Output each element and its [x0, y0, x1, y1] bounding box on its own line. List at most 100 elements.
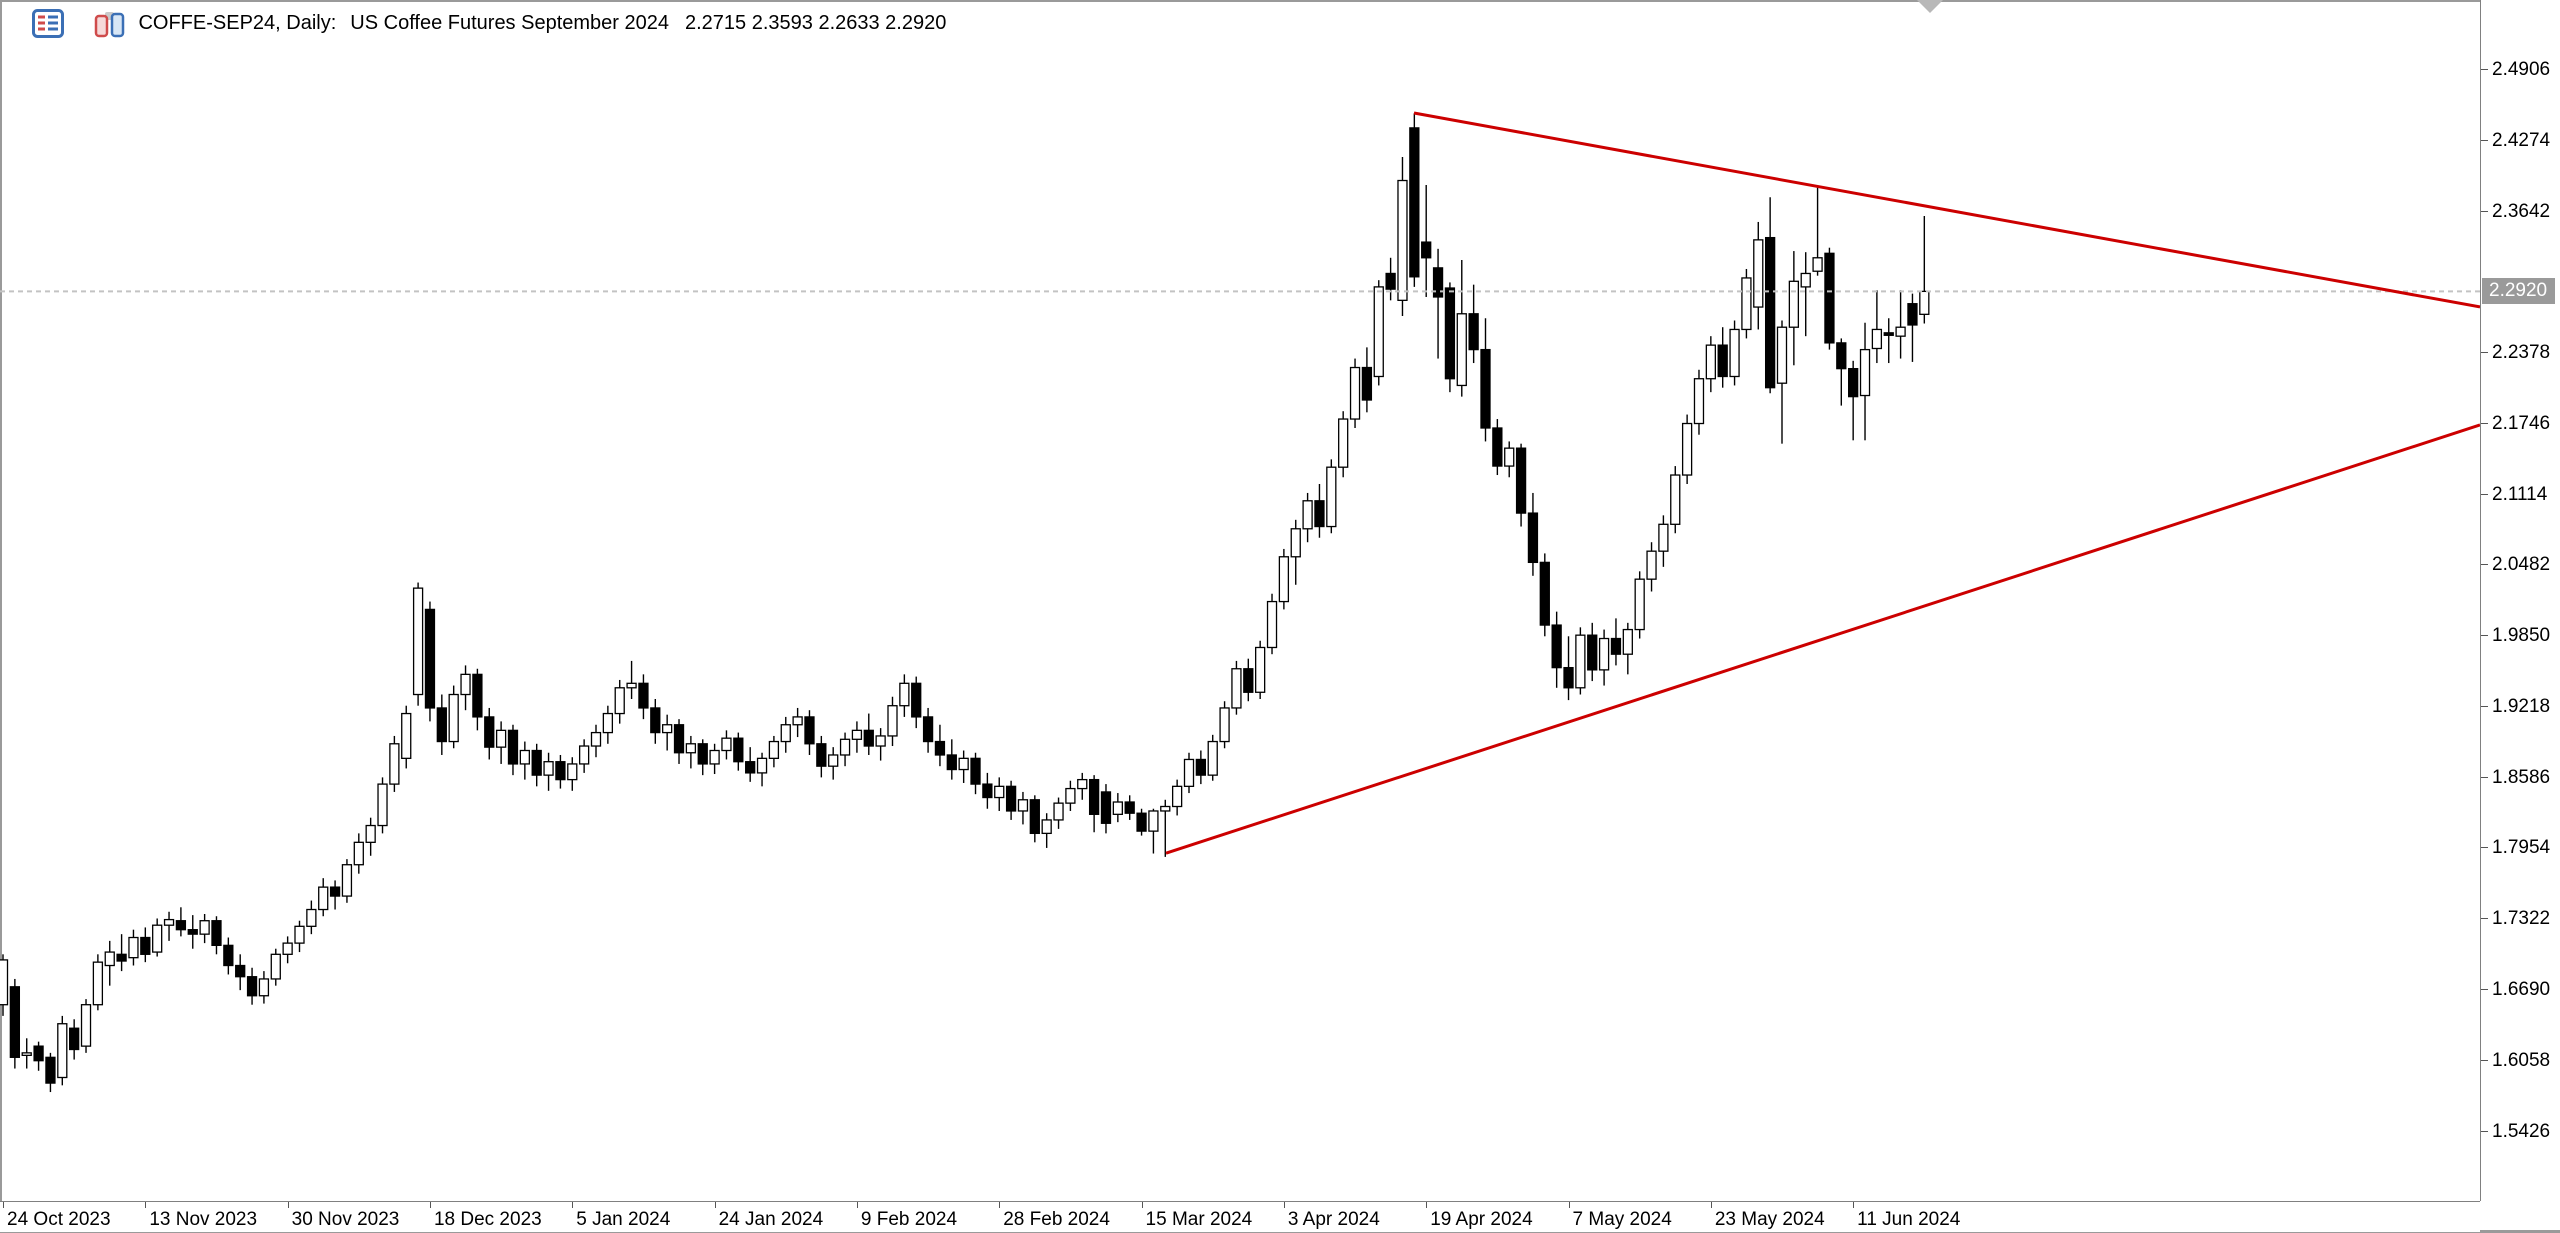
price-axis[interactable]: 2.4906 2.4274 2.3642 2.2378 2.1746 2.1114 2.04…: [2480, 0, 2560, 1201]
candle-body: [1171, 785, 1183, 808]
candle-body: [1100, 791, 1112, 824]
time-axis-tick: [145, 1202, 147, 1208]
price-axis-label: 2.4274: [2492, 129, 2551, 151]
candle-body: [1338, 418, 1349, 468]
candle-body: [0, 959, 9, 1006]
candle-body: [1646, 550, 1657, 580]
time-axis-label: 24 Jan 2024: [718, 1209, 824, 1230]
candle-body: [685, 743, 697, 754]
candle-body: [1029, 799, 1040, 835]
candle-body: [57, 1023, 68, 1079]
candle-body: [45, 1056, 56, 1084]
price-axis-tick: [2481, 847, 2488, 849]
candle-body: [1266, 600, 1278, 649]
candle-body: [673, 724, 685, 754]
candle-body: [911, 682, 922, 718]
candle-body: [875, 735, 886, 747]
time-axis-label: 30 Nov 2023: [291, 1209, 400, 1230]
candle-body: [697, 743, 708, 765]
candle-body: [1587, 634, 1598, 671]
time-axis[interactable]: 24 Oct 2023 13 Nov 2023 30 Nov 2023 18 Dec …: [0, 1201, 2480, 1232]
candle-body: [958, 757, 969, 771]
candle-body: [780, 724, 791, 743]
price-axis-label: 2.1746: [2492, 412, 2551, 434]
price-axis-tick: [2481, 68, 2488, 70]
candle-body: [21, 1052, 32, 1057]
candle-body: [1658, 523, 1669, 552]
candle-body: [1385, 272, 1396, 290]
candle-body: [1124, 801, 1135, 814]
candle-body: [922, 716, 934, 743]
candle-body: [1871, 328, 1883, 350]
price-axis-tick: [2481, 139, 2488, 141]
candle-body: [1397, 179, 1408, 301]
candle-body: [1504, 447, 1515, 467]
price-axis-label: 1.7954: [2492, 837, 2551, 859]
price-axis-label: 1.6058: [2492, 1049, 2551, 1071]
candle-body: [1681, 422, 1693, 476]
candle-body: [1136, 812, 1147, 832]
candle-body: [1705, 344, 1716, 380]
price-axis-tick: [2481, 210, 2488, 212]
candle-body: [1207, 740, 1218, 776]
candle-body: [128, 936, 139, 959]
candle-body: [1077, 778, 1088, 790]
candle-body: [531, 749, 542, 776]
current-price-value: 2.2920: [2489, 280, 2548, 302]
candle-body: [887, 705, 898, 737]
candle-body: [1278, 556, 1290, 603]
candle-body: [33, 1045, 44, 1062]
candle-body: [970, 757, 981, 785]
window-border-top: [0, 0, 2560, 2]
descending-trendline[interactable]: [1413, 111, 2480, 309]
candle-body: [140, 936, 151, 955]
candle-body: [1563, 666, 1574, 689]
candle-body: [1598, 637, 1610, 671]
candle-body: [495, 729, 507, 748]
candle-body: [1859, 348, 1871, 397]
candle-body: [745, 761, 756, 774]
price-axis-label: 1.9850: [2492, 625, 2551, 647]
candlestick-chart[interactable]: [0, 0, 2480, 1201]
candle-body: [1764, 236, 1776, 389]
time-axis-label: 9 Feb 2024: [860, 1209, 958, 1230]
time-axis-tick: [1853, 1202, 1855, 1208]
candle-body: [851, 729, 863, 740]
ascending-trendline[interactable]: [1165, 423, 2480, 855]
candle-body: [1729, 328, 1740, 378]
candle-body: [270, 953, 281, 980]
time-axis-label: 28 Feb 2024: [1003, 1209, 1110, 1230]
price-axis-label: 1.7322: [2492, 908, 2551, 930]
candle-body: [1456, 313, 1467, 387]
candle-body: [1432, 267, 1444, 298]
candle-body: [1112, 801, 1123, 815]
candle-body: [590, 731, 602, 747]
candle-body: [1290, 528, 1301, 558]
candle-body: [946, 754, 957, 771]
candle-body: [246, 976, 258, 997]
candle-body: [1919, 290, 1930, 315]
candle-body: [1065, 787, 1076, 804]
candle-body: [318, 886, 329, 911]
time-axis-tick: [1283, 1202, 1285, 1208]
candle-body: [1836, 342, 1847, 370]
candle-body: [982, 783, 993, 799]
time-axis-label: 15 Mar 2024: [1145, 1209, 1253, 1230]
price-axis-tick: [2481, 705, 2488, 707]
price-axis-tick: [2481, 918, 2488, 920]
candle-body: [235, 964, 246, 978]
candle-body: [69, 1027, 80, 1051]
time-axis-tick: [714, 1202, 716, 1208]
candle-body: [1349, 366, 1361, 420]
candle-body: [1539, 561, 1550, 626]
candle-body: [519, 749, 530, 765]
candle-body: [816, 743, 827, 767]
price-axis-label: 2.1114: [2492, 483, 2548, 505]
time-axis-tick: [287, 1202, 289, 1208]
time-axis-tick: [1568, 1202, 1570, 1208]
candle-body: [1480, 348, 1491, 429]
chart-shift-marker[interactable]: [1917, 0, 1943, 13]
candle-body: [721, 737, 732, 752]
candle-body: [1776, 326, 1788, 384]
candle-body: [341, 864, 353, 897]
